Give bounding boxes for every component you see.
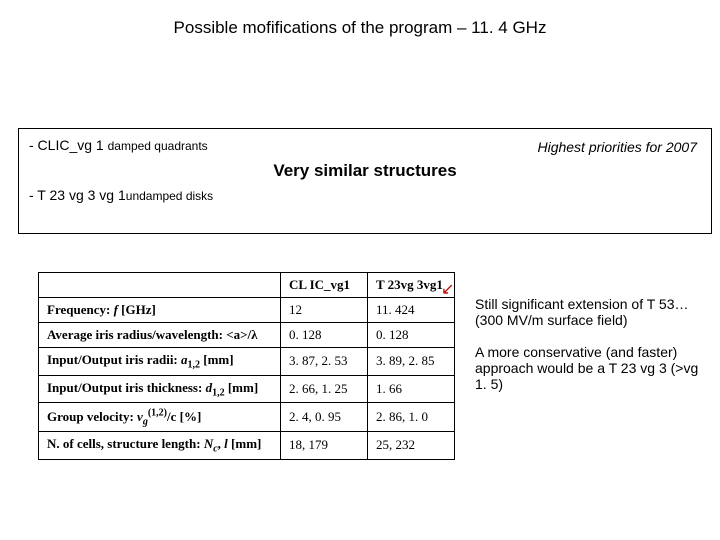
parameters-table: CL IC_vg1 T 23vg 3vg1 Frequency: f [GHz]…	[38, 272, 455, 460]
param-cell: Average iris radius/wavelength: <a>/λ	[39, 323, 281, 348]
value-cell: 2. 4, 0. 95	[281, 403, 368, 432]
value-cell: 12	[281, 298, 368, 323]
item2-prefix: - T 23 vg 3 vg 1	[29, 187, 126, 203]
param-cell: Input/Output iris radii: a1,2 [mm]	[39, 348, 281, 376]
table-row: N. of cells, structure length: Nc, l [mm…	[39, 432, 455, 460]
note-2: A more conservative (and faster) approac…	[475, 344, 700, 392]
note-1: Still significant extension of T 53… (30…	[475, 296, 700, 328]
table-row: Group velocity: vg(1,2)/c [%] 2. 4, 0. 9…	[39, 403, 455, 432]
param-cell: Input/Output iris thickness: d1,2 [mm]	[39, 375, 281, 403]
header-empty	[39, 273, 281, 298]
param-cell: Frequency: f [GHz]	[39, 298, 281, 323]
value-cell: 3. 89, 2. 85	[368, 348, 455, 376]
value-cell: 3. 87, 2. 53	[281, 348, 368, 376]
similar-heading: Very similar structures	[29, 161, 701, 181]
value-cell: 11. 424	[368, 298, 455, 323]
table-row: Average iris radius/wavelength: <a>/λ 0.…	[39, 323, 455, 348]
side-notes: Still significant extension of T 53… (30…	[475, 296, 700, 408]
page-title: Possible mofifications of the program – …	[0, 0, 720, 38]
table-row: Input/Output iris radii: a1,2 [mm] 3. 87…	[39, 348, 455, 376]
box-item-2: - T 23 vg 3 vg 1undamped disks	[29, 187, 701, 203]
param-cell: N. of cells, structure length: Nc, l [mm…	[39, 432, 281, 460]
value-cell: 2. 86, 1. 0	[368, 403, 455, 432]
priorities-box: Highest priorities for 2007 - CLIC_vg 1 …	[18, 128, 712, 234]
param-cell: Group velocity: vg(1,2)/c [%]	[39, 403, 281, 432]
value-cell: 0. 128	[368, 323, 455, 348]
priority-label: Highest priorities for 2007	[537, 139, 697, 155]
item1-prefix: - CLIC_vg 1	[29, 137, 108, 153]
header-col1: CL IC_vg1	[281, 273, 368, 298]
item1-suffix: damped quadrants	[108, 139, 208, 153]
table-header-row: CL IC_vg1 T 23vg 3vg1	[39, 273, 455, 298]
arrow-icon: ↙	[441, 279, 454, 299]
table-row: Input/Output iris thickness: d1,2 [mm] 2…	[39, 375, 455, 403]
value-cell: 1. 66	[368, 375, 455, 403]
value-cell: 2. 66, 1. 25	[281, 375, 368, 403]
value-cell: 18, 179	[281, 432, 368, 460]
value-cell: 0. 128	[281, 323, 368, 348]
item2-suffix: undamped disks	[126, 189, 213, 203]
table-row: Frequency: f [GHz] 12 11. 424	[39, 298, 455, 323]
value-cell: 25, 232	[368, 432, 455, 460]
